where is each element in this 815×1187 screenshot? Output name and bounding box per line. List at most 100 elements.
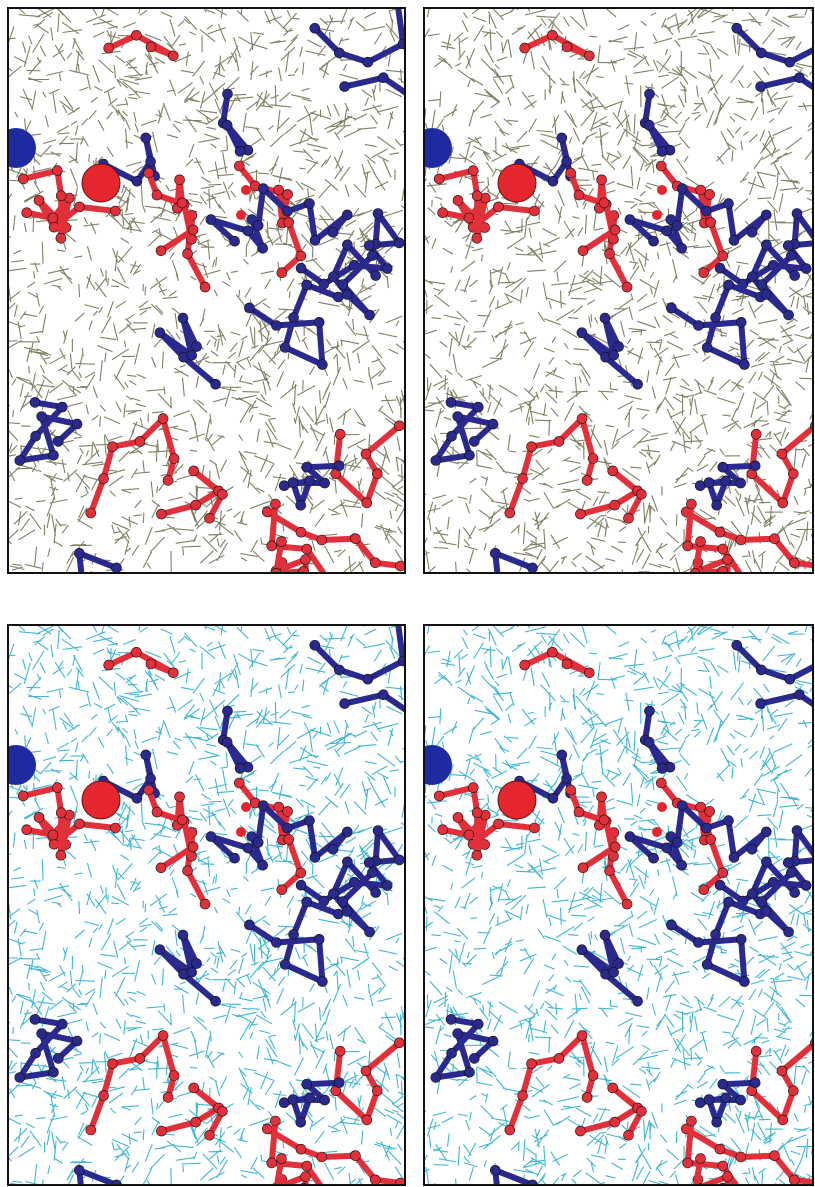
atom — [169, 454, 179, 464]
atom — [392, 613, 402, 623]
atom — [206, 832, 216, 842]
atom — [56, 850, 66, 860]
atom — [788, 1086, 798, 1096]
atom — [305, 1093, 315, 1103]
atom — [718, 544, 728, 554]
atom — [608, 1083, 618, 1093]
atom — [305, 199, 315, 209]
atom — [305, 476, 315, 486]
atom — [191, 500, 201, 510]
atom — [177, 198, 187, 208]
atom — [414, 97, 424, 107]
atom — [135, 1053, 145, 1063]
atom — [788, 469, 798, 479]
atom — [178, 313, 188, 323]
atom — [320, 1095, 330, 1105]
atom — [15, 1073, 25, 1083]
atom — [234, 161, 244, 171]
atom — [364, 241, 374, 251]
atom — [289, 930, 299, 940]
atom — [649, 236, 659, 246]
atom — [394, 855, 404, 865]
atom — [277, 537, 287, 547]
atom — [192, 959, 202, 969]
atom — [163, 475, 173, 485]
atom — [488, 419, 498, 429]
bond — [345, 695, 437, 720]
atom — [472, 808, 482, 818]
atom — [605, 249, 615, 259]
atom — [453, 195, 463, 205]
atom — [280, 960, 290, 970]
atom — [756, 665, 766, 675]
atom — [701, 823, 711, 833]
atom — [99, 474, 109, 484]
atom — [342, 210, 352, 220]
atom — [99, 1091, 109, 1101]
atom — [756, 48, 766, 58]
atom — [132, 793, 142, 803]
atom — [296, 527, 306, 537]
atom — [222, 737, 232, 747]
figure — [0, 0, 815, 1187]
atom — [131, 30, 141, 40]
atom — [177, 815, 187, 825]
atom — [494, 588, 504, 598]
atom — [361, 1066, 371, 1076]
atom — [18, 174, 28, 184]
atom — [694, 590, 704, 600]
atom — [131, 647, 141, 657]
atom — [464, 213, 474, 223]
atom — [711, 930, 721, 940]
water — [657, 185, 667, 195]
atom — [156, 863, 166, 873]
bond — [761, 78, 815, 103]
atom — [302, 1161, 312, 1171]
atom — [777, 449, 787, 459]
atom — [724, 897, 734, 907]
atom — [342, 240, 352, 250]
atom — [711, 313, 721, 323]
atom — [284, 217, 294, 227]
atom — [472, 191, 482, 201]
atom — [378, 690, 388, 700]
atom — [686, 1116, 696, 1126]
bond — [436, 402, 493, 460]
atom — [267, 1158, 277, 1168]
atom — [279, 481, 289, 491]
atom — [520, 660, 530, 670]
atom — [244, 920, 254, 930]
atom — [453, 1029, 463, 1039]
density-mesh — [0, 0, 421, 590]
panel-frame — [424, 8, 813, 573]
atom — [785, 674, 795, 684]
atom — [282, 823, 292, 833]
atom — [363, 674, 373, 684]
atom — [729, 852, 739, 862]
atom — [723, 1172, 733, 1182]
atom — [112, 563, 122, 573]
atom — [715, 880, 725, 890]
atom — [801, 264, 811, 274]
atom — [235, 146, 245, 156]
atom — [394, 238, 404, 248]
atom — [155, 328, 165, 338]
atom — [30, 1014, 40, 1024]
atom — [282, 206, 292, 216]
atom — [152, 190, 162, 200]
atom — [712, 1117, 722, 1127]
atom — [562, 42, 572, 52]
ion — [82, 164, 120, 202]
atom — [230, 853, 240, 863]
atom — [794, 73, 804, 83]
atom — [488, 1036, 498, 1046]
atom — [469, 1053, 479, 1063]
atom — [302, 897, 312, 907]
bond — [345, 78, 437, 103]
atom — [56, 233, 66, 243]
atom — [761, 210, 771, 220]
atom — [533, 607, 543, 617]
atom — [365, 310, 375, 320]
atom — [299, 566, 309, 576]
atom — [757, 897, 767, 907]
